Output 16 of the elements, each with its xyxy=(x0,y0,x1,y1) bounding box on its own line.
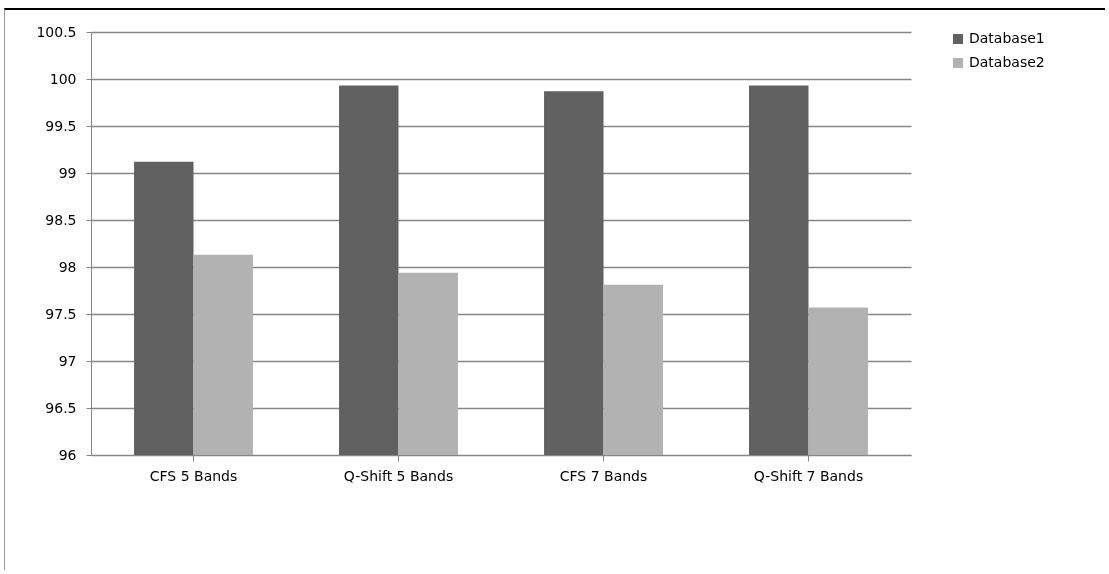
y-tick-label: 100.5 xyxy=(36,23,77,40)
y-tick-label: 97 xyxy=(58,352,77,369)
y-tick-label: 99 xyxy=(58,164,77,181)
y-tick-label: 98 xyxy=(58,258,77,275)
x-tick-label: Q-Shift 5 Bands xyxy=(343,467,454,484)
legend-label: Database2 xyxy=(969,54,1045,70)
x-tick-label: Q-Shift 7 Bands xyxy=(753,467,864,484)
y-tick-label: 98.5 xyxy=(45,211,77,228)
y-tick-label: 99.5 xyxy=(45,117,77,134)
x-tick-label: CFS 7 Bands xyxy=(559,467,648,484)
y-tick-label: 97.5 xyxy=(45,305,77,322)
x-tick-label: CFS 5 Bands xyxy=(149,467,238,484)
y-tick-label: 96 xyxy=(58,446,77,463)
y-tick-label: 100 xyxy=(49,70,77,87)
y-tick-label: 96.5 xyxy=(45,399,77,416)
legend-label: Database1 xyxy=(969,30,1045,46)
